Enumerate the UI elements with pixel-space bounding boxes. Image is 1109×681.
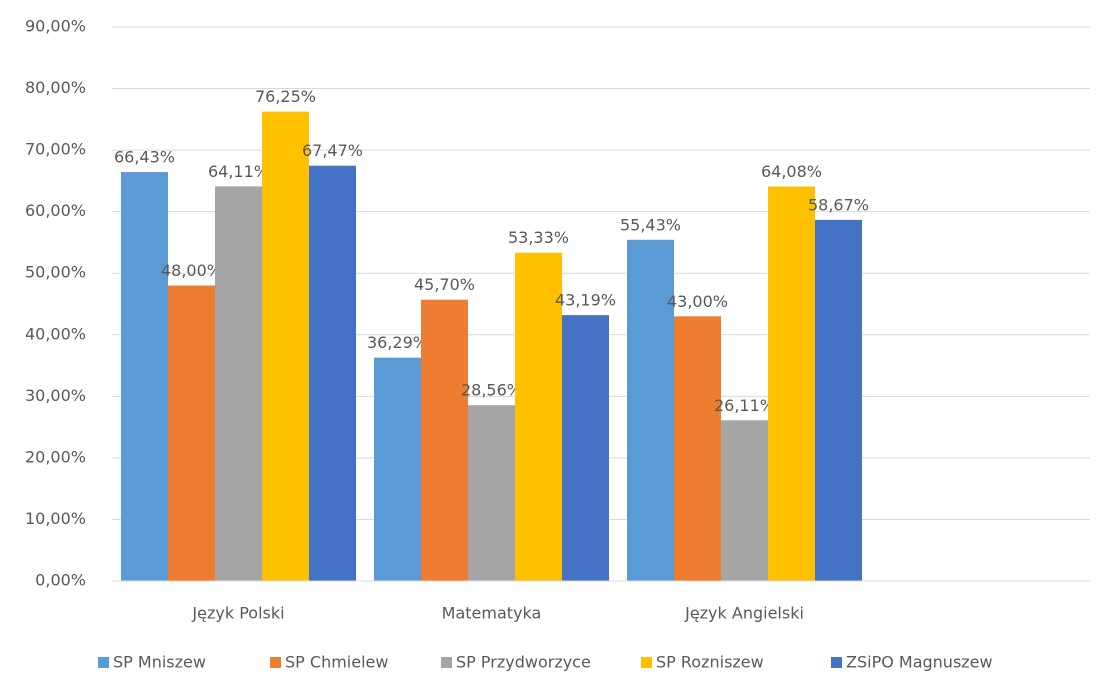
y-tick-label: 20,00% [25,447,86,466]
legend-label: SP Mniszew [113,653,206,672]
bar [627,239,674,582]
bar [121,172,168,582]
legend-label: SP Rozniszew [656,653,764,672]
y-tick-label: 90,00% [25,17,86,36]
y-tick-label: 10,00% [25,509,86,528]
data-label: 28,56% [461,381,522,400]
bar [262,111,309,581]
legend-swatch [98,657,109,668]
x-tick-label: Język Polski [191,604,284,623]
y-tick-label: 70,00% [25,140,86,159]
data-label: 64,11% [208,162,269,181]
data-label: 45,70% [414,275,475,294]
legend-swatch [441,657,452,668]
bar [674,316,721,581]
legend-label: SP Przydworzyce [456,653,591,672]
data-label: 43,19% [555,291,616,310]
legend-swatch [641,657,652,668]
data-label: 64,08% [761,162,822,181]
y-tick-label: 30,00% [25,386,86,405]
x-tick-label: Matematyka [442,604,542,623]
data-label: 67,47% [302,141,363,160]
bar [309,165,356,581]
data-label: 26,11% [714,396,775,415]
y-tick-label: 0,00% [35,571,86,590]
y-tick-label: 50,00% [25,263,86,282]
bar [468,405,515,581]
bar [721,420,768,581]
bar [168,285,215,581]
bar [815,219,862,581]
legend-label: SP Chmielew [285,653,388,672]
y-tick-label: 40,00% [25,324,86,343]
bar [215,186,262,581]
data-label: 43,00% [667,292,728,311]
data-label: 58,67% [808,195,869,214]
bar [421,299,468,581]
bar [515,252,562,581]
data-label: 66,43% [114,148,175,167]
legend-swatch [831,657,842,668]
y-tick-label: 60,00% [25,201,86,220]
y-tick-label: 80,00% [25,78,86,97]
bar [562,315,609,581]
data-label: 53,33% [508,228,569,247]
x-tick-label: Język Angielski [684,604,804,623]
data-label: 76,25% [255,87,316,106]
data-label: 55,43% [620,215,681,234]
data-label: 48,00% [161,261,222,280]
legend-swatch [270,657,281,668]
data-label: 36,29% [367,333,428,352]
bar [768,186,815,581]
legend-label: ZSiPO Magnuszew [846,653,993,672]
bar [374,357,421,581]
